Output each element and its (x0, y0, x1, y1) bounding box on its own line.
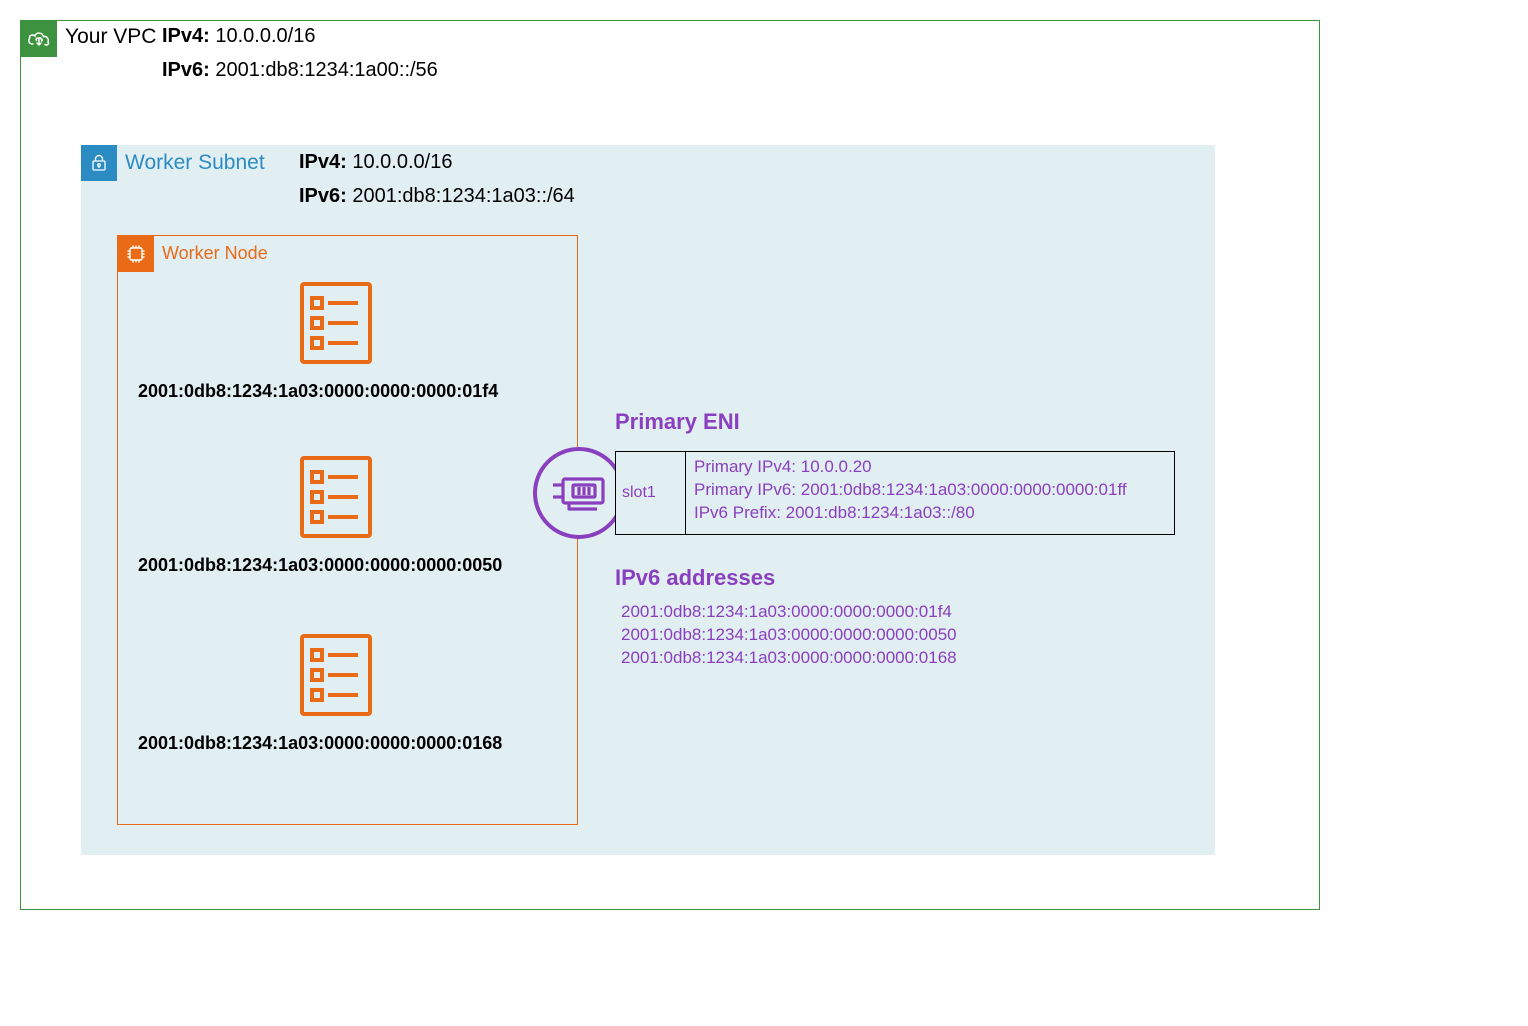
vpc-ipv4-value: 10.0.0.0/16 (215, 25, 315, 47)
pod-2-address: 2001:0db8:1234:1a03:0000:0000:0000:0168 (118, 733, 577, 754)
ipv6-addresses-list: 2001:0db8:1234:1a03:0000:0000:0000:01f4 … (621, 601, 957, 670)
subnet-ipv4-value: 10.0.0.0/16 (352, 151, 452, 173)
vpc-ipv6: IPv6: 2001:db8:1234:1a00::/56 (162, 59, 438, 82)
eni-details: Primary IPv4: 10.0.0.20 Primary IPv6: 20… (686, 452, 1174, 534)
subnet-ipv6-label: IPv6: (299, 185, 347, 207)
subnet-ipv6-value: 2001:db8:1234:1a03::/64 (352, 185, 574, 207)
container-icon (298, 454, 374, 540)
eni-primary-ipv6: Primary IPv6: 2001:0db8:1234:1a03:0000:0… (694, 479, 1166, 502)
eni-slot-label: slot1 (616, 452, 686, 534)
subnet-ipv6: IPv6: 2001:db8:1234:1a03::/64 (299, 185, 575, 208)
pod-0-address: 2001:0db8:1234:1a03:0000:0000:0000:01f4 (118, 381, 577, 402)
subnet-box: Worker Subnet IPv4: 10.0.0.0/16 IPv6: 20… (81, 145, 1215, 855)
eni-table: slot1 Primary IPv4: 10.0.0.20 Primary IP… (615, 451, 1175, 535)
vpc-ipv4-label: IPv4: (162, 25, 210, 47)
ipv6-addresses-title: IPv6 addresses (615, 565, 775, 591)
subnet-title: Worker Subnet (125, 151, 265, 175)
ipv6-address-0: 2001:0db8:1234:1a03:0000:0000:0000:01f4 (621, 601, 957, 624)
diagram-canvas: Your VPC IPv4: 10.0.0.0/16 IPv6: 2001:db… (20, 20, 1320, 940)
vpc-ipv6-label: IPv6: (162, 59, 210, 81)
subnet-ipv4-label: IPv4: (299, 151, 347, 173)
vpc-title: Your VPC (65, 25, 156, 49)
worker-node-box: Worker Node 2001:0db8:1234:1a03:0000:000… (117, 235, 578, 825)
chip-icon (118, 236, 154, 272)
eni-ipv6-prefix: IPv6 Prefix: 2001:db8:1234:1a03::/80 (694, 502, 1166, 525)
pod-1: 2001:0db8:1234:1a03:0000:0000:0000:0050 (118, 454, 577, 576)
lock-icon (81, 145, 117, 181)
pod-2: 2001:0db8:1234:1a03:0000:0000:0000:0168 (118, 632, 577, 754)
subnet-ipv4: IPv4: 10.0.0.0/16 (299, 151, 452, 174)
eni-icon (533, 447, 625, 539)
cloud-icon (21, 21, 57, 57)
vpc-ipv4: IPv4: 10.0.0.0/16 (162, 25, 315, 48)
worker-node-title: Worker Node (162, 243, 268, 264)
eni-primary-ipv4: Primary IPv4: 10.0.0.20 (694, 456, 1166, 479)
vpc-ipv6-value: 2001:db8:1234:1a00::/56 (215, 59, 437, 81)
ipv6-address-2: 2001:0db8:1234:1a03:0000:0000:0000:0168 (621, 647, 957, 670)
pod-1-address: 2001:0db8:1234:1a03:0000:0000:0000:0050 (118, 555, 577, 576)
primary-eni-title: Primary ENI (615, 409, 740, 435)
container-icon (298, 632, 374, 718)
pod-0: 2001:0db8:1234:1a03:0000:0000:0000:01f4 (118, 280, 577, 402)
vpc-box: Your VPC IPv4: 10.0.0.0/16 IPv6: 2001:db… (20, 20, 1320, 910)
ipv6-address-1: 2001:0db8:1234:1a03:0000:0000:0000:0050 (621, 624, 957, 647)
container-icon (298, 280, 374, 366)
